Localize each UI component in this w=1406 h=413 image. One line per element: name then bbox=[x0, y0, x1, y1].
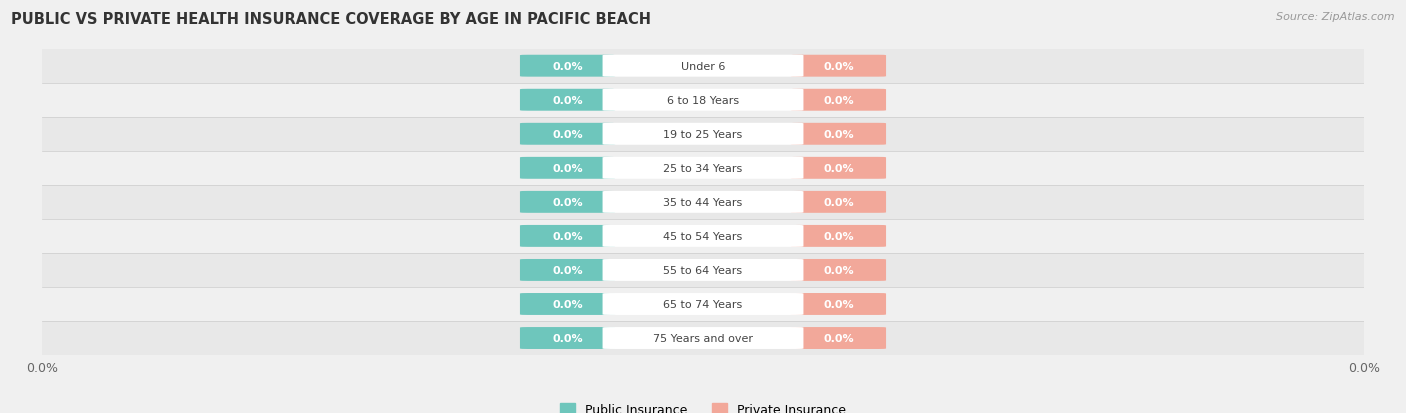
FancyBboxPatch shape bbox=[520, 225, 614, 247]
Text: Source: ZipAtlas.com: Source: ZipAtlas.com bbox=[1277, 12, 1395, 22]
Text: 6 to 18 Years: 6 to 18 Years bbox=[666, 95, 740, 105]
FancyBboxPatch shape bbox=[520, 192, 614, 213]
Text: 0.0%: 0.0% bbox=[823, 197, 853, 207]
Bar bbox=[42, 50, 1364, 83]
Text: PUBLIC VS PRIVATE HEALTH INSURANCE COVERAGE BY AGE IN PACIFIC BEACH: PUBLIC VS PRIVATE HEALTH INSURANCE COVER… bbox=[11, 12, 651, 27]
Text: 0.0%: 0.0% bbox=[553, 197, 583, 207]
FancyBboxPatch shape bbox=[792, 123, 886, 145]
Text: Under 6: Under 6 bbox=[681, 62, 725, 71]
Text: 0.0%: 0.0% bbox=[823, 164, 853, 173]
FancyBboxPatch shape bbox=[792, 90, 886, 112]
Bar bbox=[42, 117, 1364, 152]
Text: 25 to 34 Years: 25 to 34 Years bbox=[664, 164, 742, 173]
Text: 0.0%: 0.0% bbox=[823, 333, 853, 343]
FancyBboxPatch shape bbox=[520, 123, 614, 145]
FancyBboxPatch shape bbox=[520, 327, 614, 349]
FancyBboxPatch shape bbox=[603, 123, 803, 145]
FancyBboxPatch shape bbox=[520, 56, 614, 78]
Text: 45 to 54 Years: 45 to 54 Years bbox=[664, 231, 742, 241]
Text: 0.0%: 0.0% bbox=[553, 265, 583, 275]
FancyBboxPatch shape bbox=[792, 192, 886, 213]
Bar bbox=[42, 152, 1364, 185]
Text: 0.0%: 0.0% bbox=[823, 299, 853, 309]
Bar bbox=[42, 185, 1364, 219]
FancyBboxPatch shape bbox=[520, 90, 614, 112]
Text: 65 to 74 Years: 65 to 74 Years bbox=[664, 299, 742, 309]
FancyBboxPatch shape bbox=[603, 225, 803, 247]
Bar bbox=[42, 253, 1364, 287]
Bar bbox=[42, 287, 1364, 321]
Text: 75 Years and over: 75 Years and over bbox=[652, 333, 754, 343]
Text: 35 to 44 Years: 35 to 44 Years bbox=[664, 197, 742, 207]
Text: 0.0%: 0.0% bbox=[553, 333, 583, 343]
Text: 19 to 25 Years: 19 to 25 Years bbox=[664, 129, 742, 140]
Text: 0.0%: 0.0% bbox=[553, 95, 583, 105]
Text: 0.0%: 0.0% bbox=[553, 129, 583, 140]
FancyBboxPatch shape bbox=[603, 327, 803, 349]
FancyBboxPatch shape bbox=[603, 90, 803, 112]
Text: 0.0%: 0.0% bbox=[823, 62, 853, 71]
FancyBboxPatch shape bbox=[603, 259, 803, 281]
FancyBboxPatch shape bbox=[603, 157, 803, 179]
Text: 0.0%: 0.0% bbox=[553, 164, 583, 173]
FancyBboxPatch shape bbox=[792, 293, 886, 315]
Text: 55 to 64 Years: 55 to 64 Years bbox=[664, 265, 742, 275]
FancyBboxPatch shape bbox=[792, 225, 886, 247]
FancyBboxPatch shape bbox=[520, 157, 614, 179]
FancyBboxPatch shape bbox=[792, 157, 886, 179]
FancyBboxPatch shape bbox=[520, 259, 614, 281]
Text: 0.0%: 0.0% bbox=[553, 299, 583, 309]
Text: 0.0%: 0.0% bbox=[823, 265, 853, 275]
Text: 0.0%: 0.0% bbox=[823, 95, 853, 105]
FancyBboxPatch shape bbox=[792, 259, 886, 281]
FancyBboxPatch shape bbox=[603, 56, 803, 78]
Bar bbox=[42, 219, 1364, 253]
Text: 0.0%: 0.0% bbox=[823, 129, 853, 140]
Bar bbox=[42, 321, 1364, 355]
Text: 0.0%: 0.0% bbox=[553, 62, 583, 71]
Text: 0.0%: 0.0% bbox=[553, 231, 583, 241]
FancyBboxPatch shape bbox=[792, 327, 886, 349]
FancyBboxPatch shape bbox=[520, 293, 614, 315]
FancyBboxPatch shape bbox=[792, 56, 886, 78]
Bar bbox=[42, 83, 1364, 117]
Legend: Public Insurance, Private Insurance: Public Insurance, Private Insurance bbox=[560, 403, 846, 413]
FancyBboxPatch shape bbox=[603, 293, 803, 315]
FancyBboxPatch shape bbox=[603, 192, 803, 213]
Text: 0.0%: 0.0% bbox=[823, 231, 853, 241]
